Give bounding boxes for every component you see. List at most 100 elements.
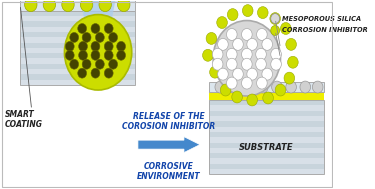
Circle shape: [109, 33, 118, 42]
Circle shape: [258, 81, 268, 93]
Circle shape: [202, 49, 213, 61]
Text: SMART
COATING: SMART COATING: [5, 110, 43, 129]
Bar: [20, 74, 135, 80]
Circle shape: [242, 29, 252, 40]
Bar: [20, 21, 135, 27]
Circle shape: [256, 48, 266, 60]
Circle shape: [79, 50, 87, 60]
Bar: [20, 32, 135, 37]
Circle shape: [95, 33, 104, 42]
Bar: [20, 0, 135, 11]
Circle shape: [91, 50, 100, 60]
Circle shape: [232, 38, 243, 50]
Bar: [20, 80, 135, 85]
Circle shape: [220, 84, 231, 96]
Circle shape: [242, 58, 252, 70]
Text: MESOPOROUS SILICA: MESOPOROUS SILICA: [282, 15, 362, 22]
Circle shape: [95, 59, 104, 69]
Bar: [209, 121, 324, 127]
Bar: [20, 11, 135, 85]
Circle shape: [247, 38, 258, 50]
Circle shape: [43, 0, 55, 12]
Circle shape: [210, 66, 220, 78]
Circle shape: [91, 41, 100, 51]
Polygon shape: [229, 82, 266, 96]
Bar: [209, 132, 324, 137]
Text: CORROSIVE
ENVIRONMENT: CORROSIVE ENVIRONMENT: [137, 162, 201, 181]
Circle shape: [272, 81, 282, 93]
Bar: [209, 82, 324, 92]
Circle shape: [80, 0, 93, 12]
Circle shape: [25, 0, 37, 12]
Circle shape: [271, 26, 280, 35]
Circle shape: [262, 38, 273, 50]
Bar: [20, 27, 135, 32]
Bar: [209, 164, 324, 169]
Circle shape: [226, 48, 237, 60]
Circle shape: [104, 23, 113, 33]
Circle shape: [232, 91, 242, 103]
Circle shape: [65, 41, 74, 51]
Circle shape: [258, 7, 268, 19]
Circle shape: [78, 23, 87, 33]
Bar: [20, 37, 135, 43]
Circle shape: [270, 13, 280, 25]
Circle shape: [217, 17, 227, 29]
Bar: [209, 100, 324, 174]
Circle shape: [104, 50, 113, 60]
Circle shape: [70, 59, 79, 69]
Circle shape: [62, 0, 74, 12]
Circle shape: [226, 77, 237, 89]
Circle shape: [232, 68, 243, 80]
Circle shape: [78, 68, 87, 78]
Circle shape: [275, 84, 286, 96]
Bar: [20, 58, 135, 64]
Bar: [20, 11, 135, 16]
Circle shape: [288, 56, 298, 68]
Circle shape: [242, 77, 252, 89]
Circle shape: [286, 38, 296, 50]
Text: CORROSION INHIBITOR: CORROSION INHIBITOR: [282, 27, 368, 33]
Circle shape: [247, 68, 258, 80]
Circle shape: [280, 22, 291, 34]
Circle shape: [82, 59, 91, 69]
Bar: [209, 137, 324, 143]
Circle shape: [64, 15, 132, 90]
Bar: [20, 64, 135, 69]
Polygon shape: [238, 82, 252, 96]
Text: RELEASE OF THE
COROSION INHIBITOR: RELEASE OF THE COROSION INHIBITOR: [122, 112, 216, 131]
Circle shape: [212, 58, 223, 70]
Text: SUBSTRATE: SUBSTRATE: [239, 143, 294, 152]
Bar: [20, 69, 135, 74]
Circle shape: [206, 33, 217, 44]
Circle shape: [212, 48, 223, 60]
Bar: [209, 111, 324, 116]
Circle shape: [104, 41, 113, 51]
Circle shape: [213, 21, 280, 96]
Circle shape: [65, 50, 74, 60]
Circle shape: [271, 48, 281, 60]
Circle shape: [117, 41, 126, 51]
Circle shape: [242, 48, 252, 60]
Circle shape: [247, 94, 258, 106]
Bar: [209, 153, 324, 158]
Circle shape: [118, 0, 130, 12]
Circle shape: [226, 29, 237, 40]
Bar: [20, 53, 135, 58]
Bar: [209, 100, 324, 105]
FancyArrow shape: [138, 137, 200, 153]
Circle shape: [215, 81, 226, 93]
Circle shape: [227, 9, 238, 21]
Bar: [209, 105, 324, 111]
Circle shape: [256, 77, 267, 89]
Circle shape: [286, 81, 296, 93]
Polygon shape: [80, 0, 116, 90]
Circle shape: [256, 58, 266, 70]
Circle shape: [82, 33, 91, 42]
Circle shape: [217, 68, 228, 80]
Circle shape: [312, 81, 323, 93]
Bar: [209, 143, 324, 148]
Circle shape: [91, 68, 100, 78]
Circle shape: [256, 29, 267, 40]
Bar: [20, 43, 135, 48]
